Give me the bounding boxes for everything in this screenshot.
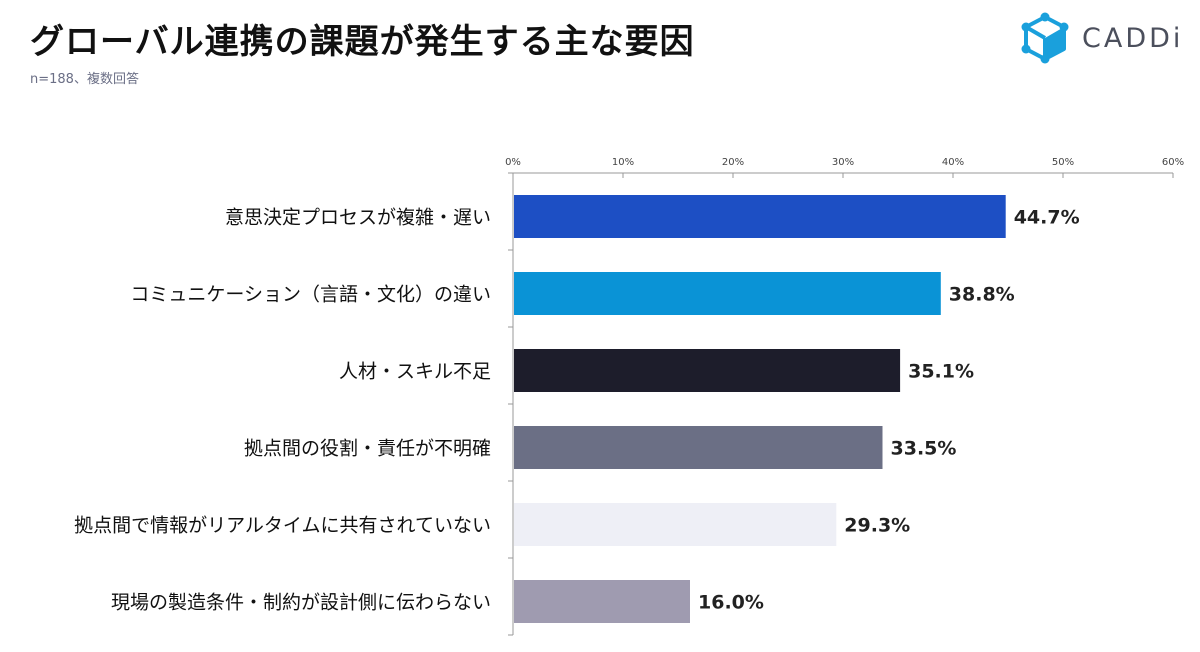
caddi-logo: CADDi (1020, 10, 1185, 66)
x-tick-label: 0% (505, 157, 521, 168)
x-tick-label: 40% (942, 157, 964, 168)
category-label: 拠点間で情報がリアルタイムに共有されていない (74, 515, 491, 537)
data-label: 16.0% (698, 592, 764, 614)
data-label: 44.7% (1014, 207, 1080, 229)
cube-icon (1021, 12, 1069, 64)
bar (514, 195, 1006, 238)
bar-chart: 0% 10% 20% 30% 40% 50% 60% 意思決定プロセスが複雑・遅い 44.7% コ… (74, 157, 1184, 636)
bar (514, 503, 837, 546)
bar (514, 272, 941, 315)
x-tick-label: 20% (722, 157, 744, 168)
category-label: 人材・スキル不足 (339, 361, 491, 383)
page-title: グローバル連携の課題が発生する主な要因 (30, 22, 695, 62)
data-label: 33.5% (891, 438, 957, 460)
bar (514, 426, 883, 469)
x-tick-label: 60% (1162, 157, 1184, 168)
bar (514, 580, 690, 623)
x-tick-label: 30% (832, 157, 854, 168)
category-label: 現場の製造条件・制約が設計側に伝わらない (111, 592, 491, 614)
logo-wordmark: CADDi (1082, 22, 1184, 54)
bar (514, 349, 901, 392)
category-label: コミュニケーション（言語・文化）の違い (130, 284, 491, 306)
x-tick-label: 10% (612, 157, 634, 168)
sample-note: n=188、複数回答 (30, 72, 139, 87)
data-label: 35.1% (908, 361, 974, 383)
category-label: 拠点間の役割・責任が不明確 (244, 438, 491, 460)
data-label: 38.8% (949, 284, 1015, 306)
x-tick-label: 50% (1052, 157, 1074, 168)
category-label: 意思決定プロセスが複雑・遅い (225, 207, 491, 229)
data-label: 29.3% (844, 515, 910, 537)
